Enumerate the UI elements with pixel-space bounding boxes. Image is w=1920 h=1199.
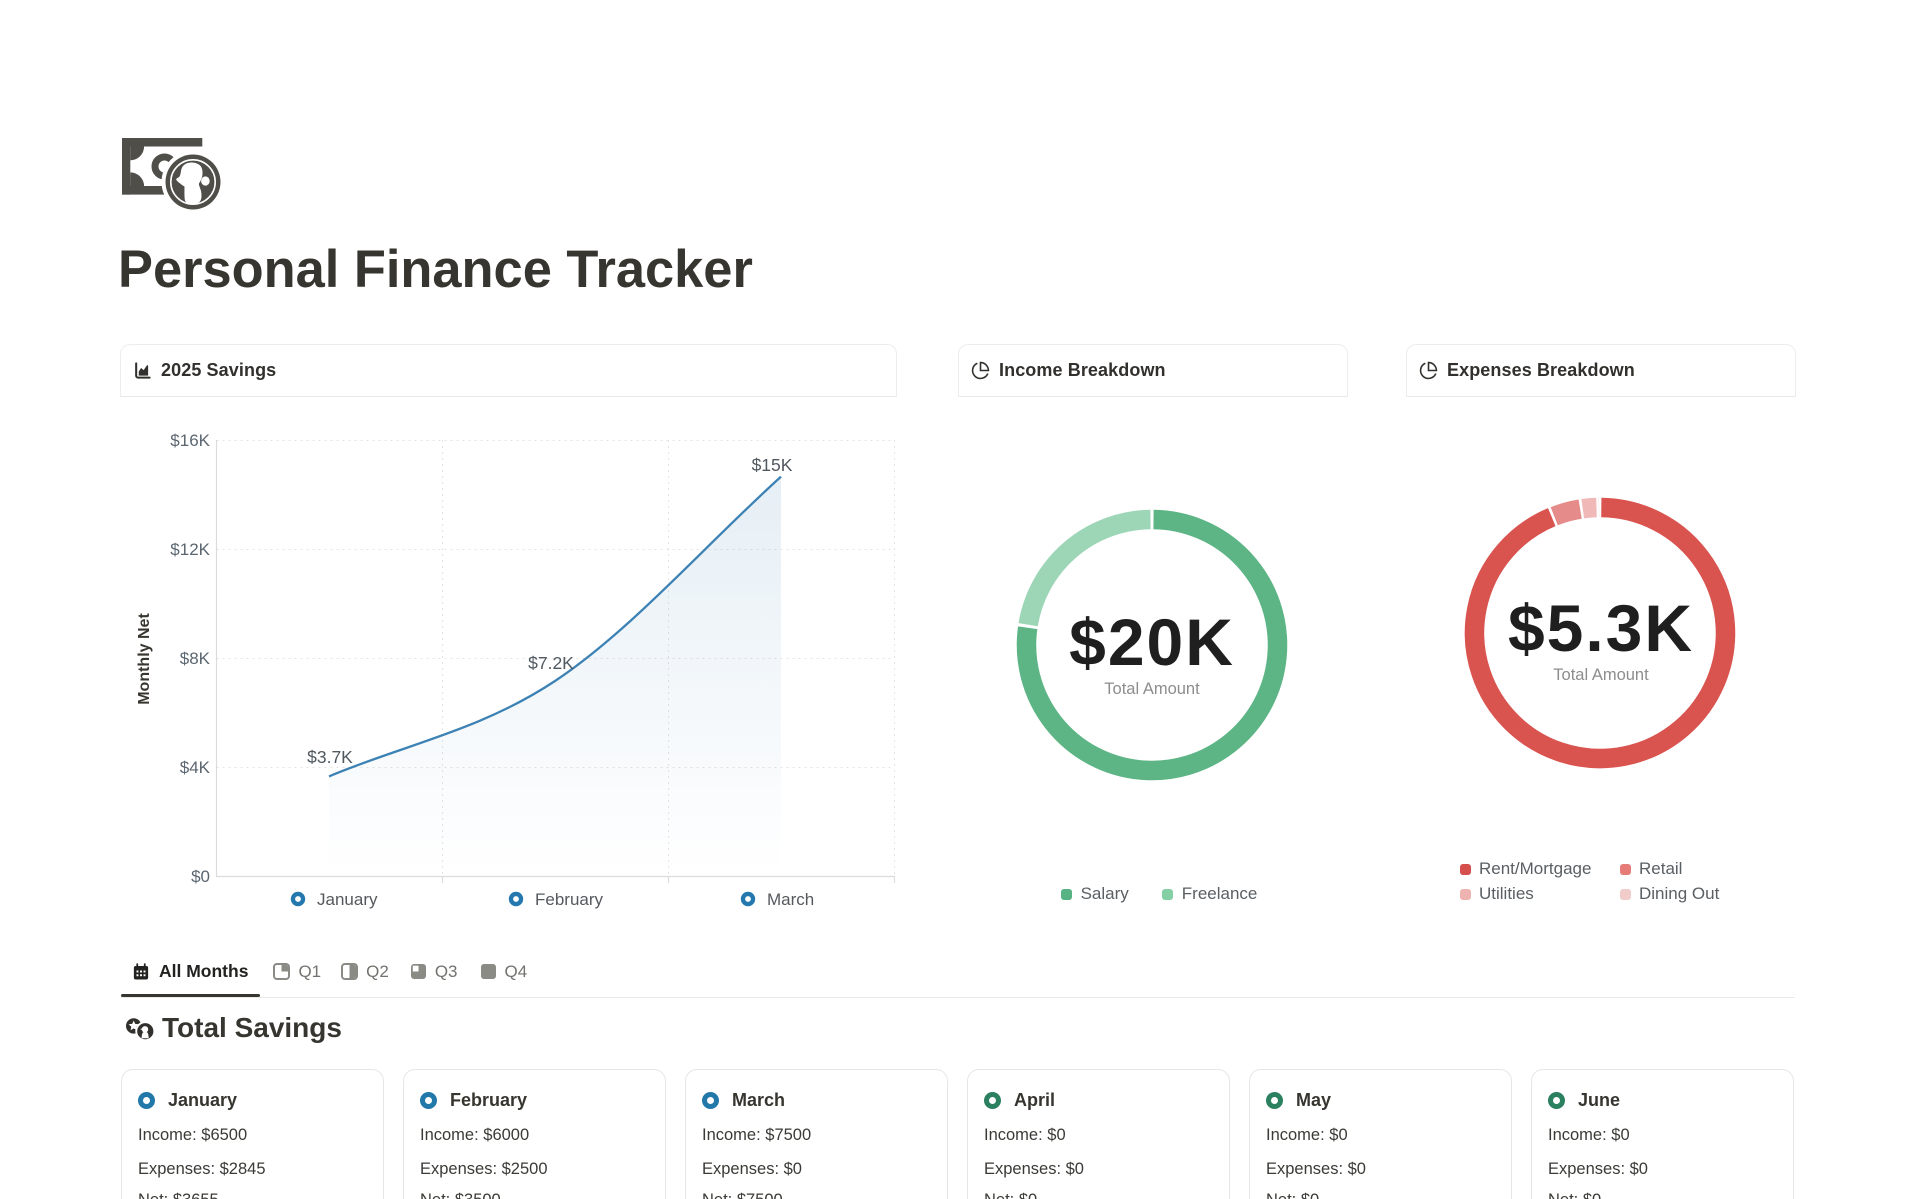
svg-text:$5.3K: $5.3K — [1508, 591, 1694, 665]
svg-text:$8K: $8K — [180, 649, 211, 668]
svg-text:$4K: $4K — [180, 758, 211, 777]
svg-text:$15K: $15K — [752, 455, 793, 475]
svg-text:February: February — [535, 890, 604, 909]
svg-text:$7.2K: $7.2K — [528, 653, 574, 673]
svg-text:January: January — [317, 890, 378, 909]
svg-text:Total Amount: Total Amount — [1104, 680, 1200, 698]
svg-text:$20K: $20K — [1069, 605, 1235, 679]
svg-text:$12K: $12K — [170, 540, 210, 559]
svg-text:Monthly Net: Monthly Net — [136, 613, 153, 705]
svg-text:Total Amount: Total Amount — [1553, 666, 1649, 684]
svg-text:$0: $0 — [191, 867, 210, 886]
svg-text:$16K: $16K — [170, 431, 210, 450]
svg-text:March: March — [767, 890, 814, 909]
svg-text:$3.7K: $3.7K — [307, 747, 353, 767]
